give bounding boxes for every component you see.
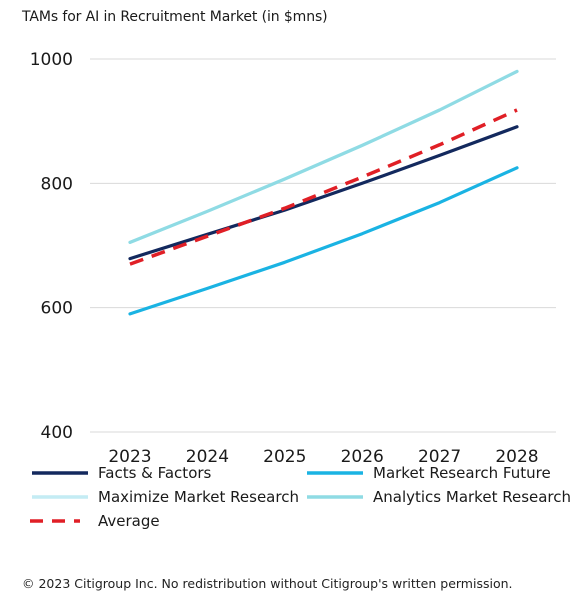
series-line-average bbox=[129, 108, 518, 266]
legend-item-market-research-future[interactable]: Market Research Future bbox=[305, 463, 551, 483]
y-tick-label-1000: 1000 bbox=[30, 50, 73, 70]
x-tick-label-2025: 2025 bbox=[263, 447, 306, 467]
legend-item-maximize-market-research[interactable]: Maximize Market Research bbox=[30, 487, 299, 507]
legend-swatch-maximize-market-research bbox=[32, 495, 88, 499]
legend-swatch-market-research-future bbox=[307, 471, 363, 475]
legend: Facts & Factors Market Research Future M… bbox=[30, 463, 571, 531]
chart-title: TAMs for AI in Recruitment Market (in $m… bbox=[22, 9, 328, 25]
legend-swatch-facts-factors bbox=[32, 471, 88, 475]
legend-item-facts-factors[interactable]: Facts & Factors bbox=[30, 463, 211, 483]
series-lines bbox=[128, 69, 519, 316]
x-tick-label-2027: 2027 bbox=[418, 447, 461, 467]
x-tick-label-2024: 2024 bbox=[186, 447, 229, 467]
y-tick-label-600: 600 bbox=[41, 299, 73, 319]
legend-label-market-research-future: Market Research Future bbox=[373, 464, 551, 482]
series-line-maximize-market-research bbox=[128, 69, 519, 244]
chart-plot: 400 600 800 1000 2023 2024 2025 2026 2027 2028 bbox=[30, 50, 556, 467]
y-tick-label-400: 400 bbox=[41, 423, 73, 443]
y-tick-label-800: 800 bbox=[41, 174, 73, 194]
legend-label-average: Average bbox=[98, 512, 160, 530]
copyright-footer: © 2023 Citigroup Inc. No redistribution … bbox=[22, 576, 513, 591]
x-tick-label-2023: 2023 bbox=[108, 447, 151, 467]
series-line-market-research-future bbox=[128, 166, 519, 316]
legend-label-analytics-market-research: Analytics Market Research bbox=[373, 488, 572, 506]
legend-label-facts-factors: Facts & Factors bbox=[98, 464, 212, 482]
gridlines bbox=[90, 58, 556, 433]
y-axis-ticks: 400 600 800 1000 bbox=[30, 50, 73, 443]
legend-swatch-analytics-market-research bbox=[307, 495, 363, 499]
x-axis-ticks: 2023 2024 2025 2026 2027 2028 bbox=[108, 447, 538, 467]
legend-label-maximize-market-research: Maximize Market Research bbox=[98, 488, 299, 506]
legend-item-analytics-market-research[interactable]: Analytics Market Research bbox=[305, 487, 571, 507]
legend-swatch-average bbox=[30, 519, 80, 523]
x-tick-label-2028: 2028 bbox=[495, 447, 538, 467]
x-tick-label-2026: 2026 bbox=[341, 447, 384, 467]
series-line-facts-factors bbox=[128, 125, 519, 261]
legend-item-average[interactable]: Average bbox=[30, 511, 160, 531]
series-line-analytics-market-research bbox=[128, 69, 519, 244]
